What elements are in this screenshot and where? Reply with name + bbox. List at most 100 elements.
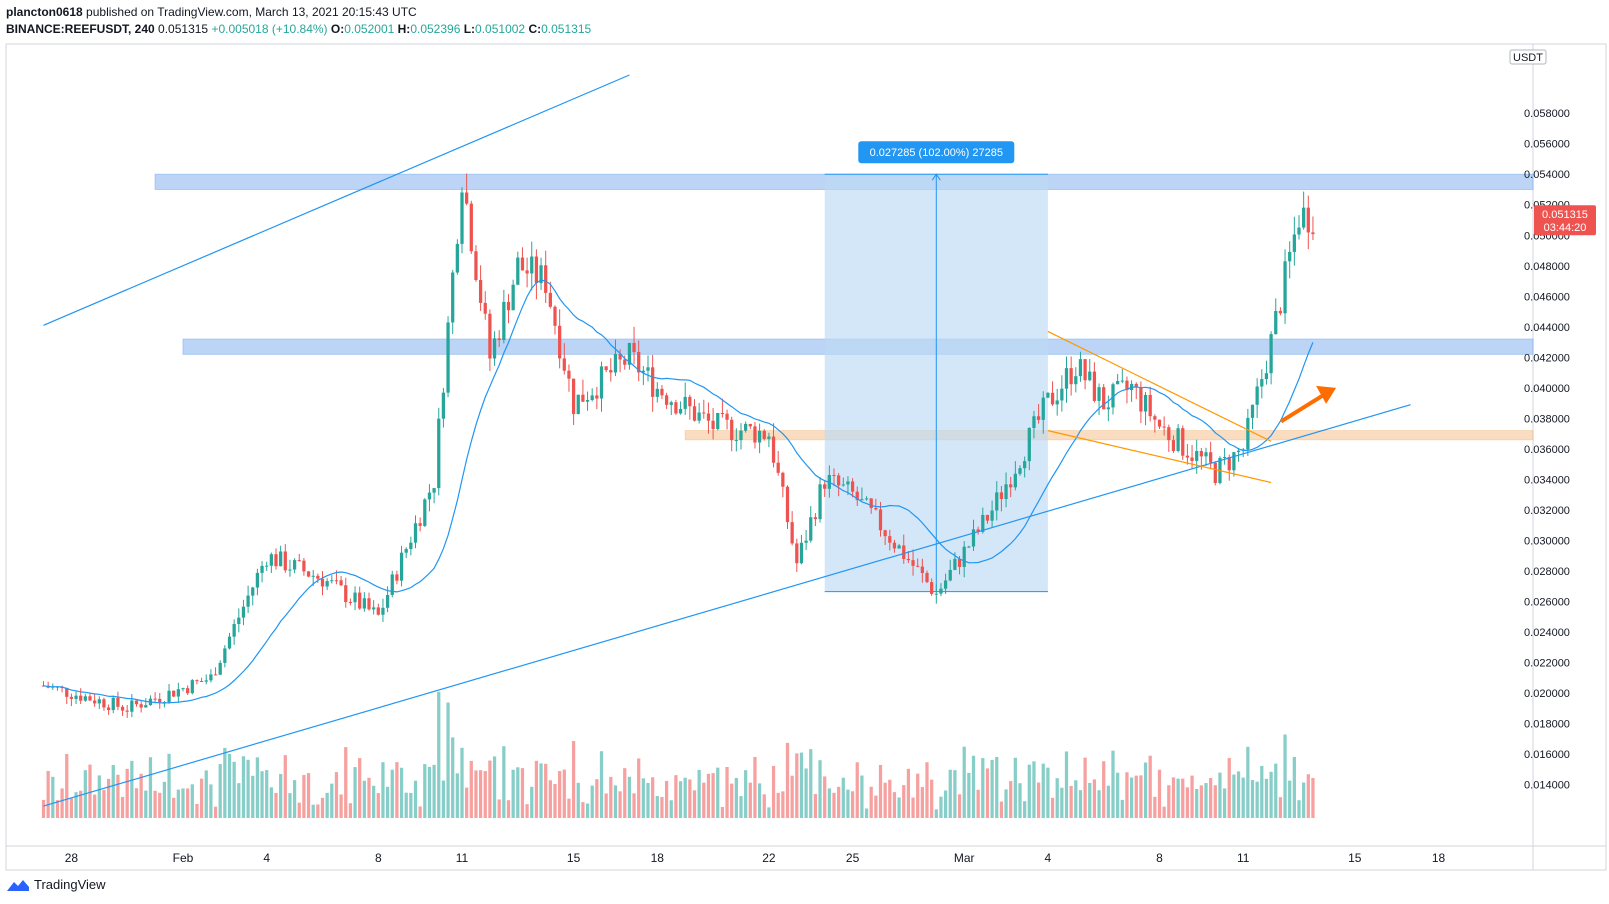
volume-bar	[827, 788, 831, 818]
candle-body	[413, 523, 418, 543]
breakout-arrow[interactable]	[1280, 385, 1337, 424]
volume-bar	[692, 790, 697, 818]
high-label: H:	[397, 22, 411, 36]
candle-body	[1088, 371, 1092, 381]
volume-bar	[757, 783, 762, 818]
volume-bar	[474, 770, 478, 818]
candle-body	[990, 510, 994, 521]
candle-body	[1143, 394, 1148, 412]
candle-body	[339, 580, 343, 586]
volume-bar	[753, 756, 757, 818]
price-range-measure[interactable]: 0.027285 (102.00%) 27285	[824, 141, 1048, 593]
volume-bar	[841, 777, 845, 818]
candle-body	[93, 700, 97, 704]
candle-body	[516, 257, 520, 285]
candle-body	[83, 696, 87, 701]
candle-body	[897, 545, 901, 549]
volume-bar	[353, 767, 357, 818]
volume-bar	[1157, 769, 1162, 818]
volume-bar	[1097, 790, 1101, 818]
author-name[interactable]: plancton0618	[6, 5, 83, 19]
price-tick-label: 0.054000	[1524, 169, 1570, 181]
candle-body	[502, 301, 506, 341]
candle-body	[232, 624, 236, 637]
candle-body	[1106, 407, 1110, 410]
candle-body	[213, 674, 218, 676]
time-tick-label: 11	[456, 851, 469, 865]
volume-bar	[790, 775, 794, 818]
candle-body	[311, 575, 315, 577]
candle-body	[1050, 392, 1055, 405]
candle-body	[1264, 373, 1269, 380]
candle-body	[711, 420, 715, 430]
volume-bar	[553, 783, 557, 818]
volume-bar	[920, 787, 924, 818]
volume-bar	[311, 804, 315, 818]
candle-body	[1213, 462, 1217, 483]
volume-bar	[604, 793, 608, 818]
volume-bar	[274, 792, 278, 818]
arrow-head	[1316, 385, 1337, 404]
volume-bar	[571, 741, 576, 818]
volume-bar	[1246, 746, 1250, 818]
time-axis[interactable]: 28 Feb 4 8 11 15 18 22 25 Mar 4 8 11 15 18	[65, 851, 1446, 865]
candle-body	[548, 292, 552, 307]
candle-body	[883, 530, 887, 537]
candle-body	[367, 598, 371, 610]
orange-zone	[684, 430, 1534, 441]
volume-bar	[530, 786, 534, 818]
volume-bar	[1176, 778, 1180, 818]
candle-body	[1171, 440, 1176, 451]
candle-body	[702, 412, 706, 414]
volume-bar	[939, 796, 943, 818]
volume-bar	[1125, 772, 1129, 818]
candle-body	[771, 436, 776, 463]
candle-body	[111, 697, 115, 711]
candle-body	[971, 529, 976, 547]
volume-bar	[767, 807, 771, 818]
low-label: L:	[463, 22, 476, 36]
volume-bar	[372, 785, 376, 818]
candle-body	[283, 551, 287, 571]
volume-bar	[65, 754, 69, 818]
volume-bar	[943, 790, 948, 818]
symbol-label[interactable]: BINANCE:REEFUSDT, 240	[6, 22, 155, 36]
volume-bar	[330, 783, 334, 818]
volume-bar	[953, 770, 957, 818]
candle-body	[432, 488, 436, 493]
candle-body	[585, 400, 590, 402]
candle-body	[571, 378, 576, 415]
candle-body	[292, 560, 297, 570]
volume-bar	[795, 753, 799, 818]
tradingview-footer[interactable]: TradingView	[6, 877, 106, 892]
candle-body	[911, 560, 915, 566]
moving-average	[43, 279, 1314, 704]
volume-bar	[581, 802, 585, 818]
volume-bar	[771, 765, 776, 818]
volume-bar	[1269, 771, 1273, 818]
price-tick-label: 0.056000	[1524, 139, 1570, 151]
candle-body	[172, 690, 176, 697]
candle-body	[260, 565, 264, 573]
candle-body	[255, 572, 260, 588]
volume-bar	[655, 796, 659, 818]
price-axis[interactable]: USDT0.0560000.0580000.0540000.0520000.05…	[1509, 49, 1570, 792]
volume-bar	[1218, 772, 1222, 818]
candle-body	[957, 558, 962, 567]
volume-bar	[1032, 761, 1036, 818]
price-tick-label: 0.040000	[1524, 383, 1570, 395]
volume-bar	[874, 795, 878, 818]
candle-body	[534, 256, 539, 284]
candle-body	[874, 508, 878, 510]
trendlines[interactable]	[43, 74, 1411, 807]
candle-body	[767, 436, 771, 439]
candle-body	[506, 301, 511, 311]
candle-body	[1288, 251, 1292, 262]
close-value: 0.051315	[541, 22, 592, 36]
candlesticks[interactable]	[41, 173, 1315, 718]
volume-bar	[967, 772, 971, 818]
candle-body	[1120, 380, 1124, 382]
candle-body	[799, 542, 804, 564]
volume-bar	[320, 797, 325, 818]
